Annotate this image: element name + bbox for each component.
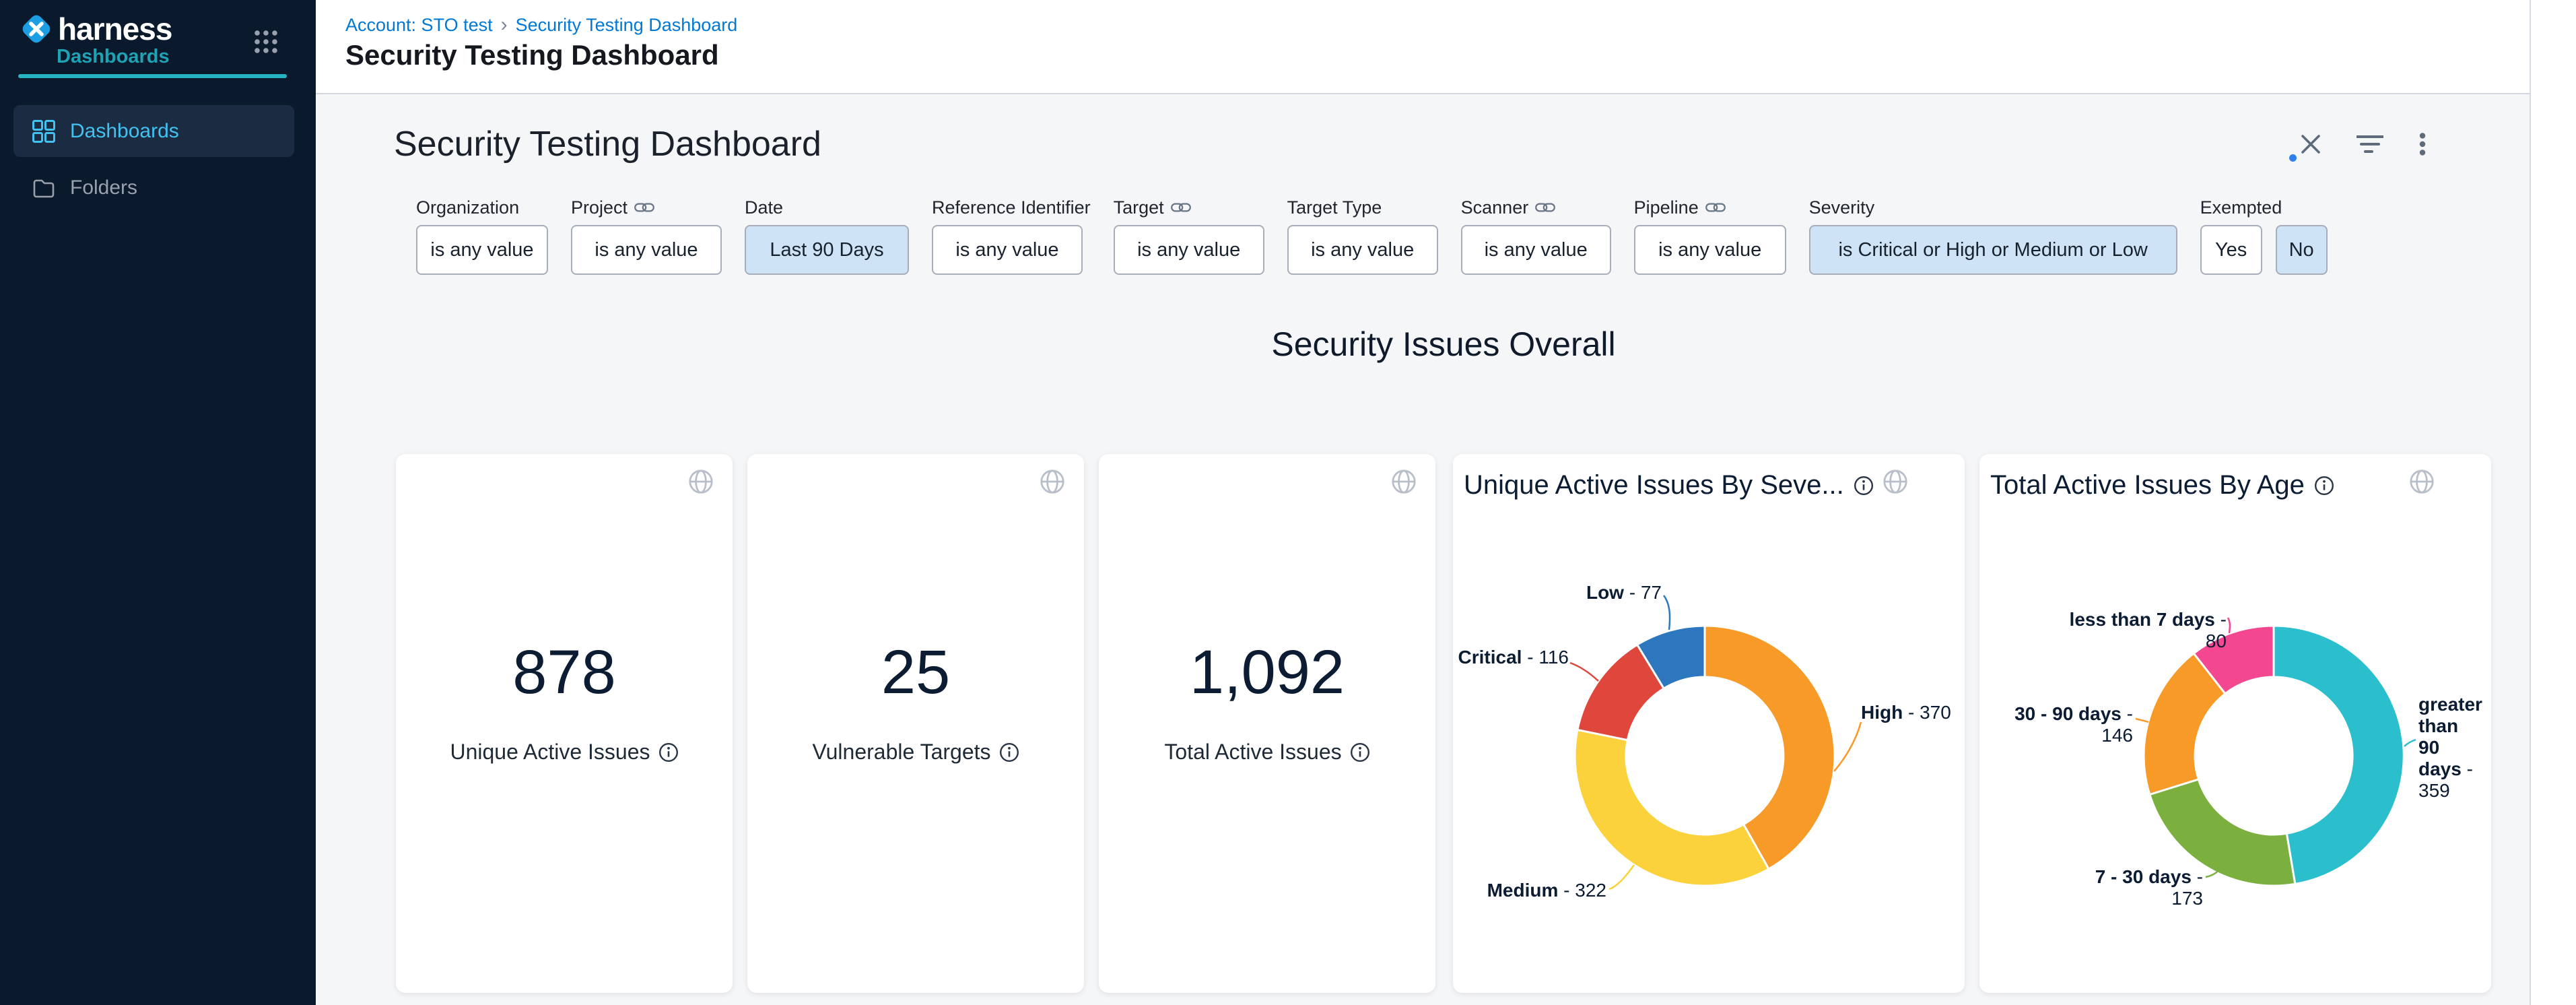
harness-logo-icon [20,13,53,45]
harness-security-dashboard: { "sidebar": { "brand": "harness", "modu… [0,0,2576,1005]
leader-line [1664,595,1670,630]
kebab-menu-icon[interactable] [2419,133,2426,156]
globe-icon[interactable] [688,469,714,494]
filter-label: Organization [416,195,548,220]
breadcrumb-account-link[interactable]: Account: STO test [345,15,493,36]
filter-label: Pipeline [1634,195,1786,220]
dashboard-panel: Security Testing Dashboard Organization i… [316,94,2530,1005]
donut-chart [1453,454,1965,993]
filter-label: Target Type [1287,195,1438,220]
filter-icon[interactable] [2357,135,2383,155]
filter-value-scanner[interactable]: is any value [1461,225,1611,275]
sidebar-item-label: Folders [70,176,137,199]
filter-organization: Organization is any value [416,195,548,275]
stat-card-vulnerable-targets: 25 Vulnerable Targets [747,454,1084,993]
donut-slice-medium[interactable] [1575,730,1769,886]
app-grid-icon[interactable] [254,30,278,54]
stat-card-unique-active-issues: 878 Unique Active Issues [396,454,733,993]
info-icon[interactable] [1350,742,1370,763]
module-label: Dashboards [57,46,170,68]
harness-logo: harness [20,11,172,47]
filter-value-organization[interactable]: is any value [416,225,548,275]
section-heading: Security Issues Overall [396,325,2491,364]
leader-line [2136,719,2148,722]
filter-value-target-type[interactable]: is any value [1287,225,1438,275]
donut-card-unique-active-issues-by-seve: Unique Active Issues By Seve... High - 3… [1453,454,1965,993]
breadcrumb-dashboard-link[interactable]: Security Testing Dashboard [516,15,738,36]
info-icon[interactable] [658,742,679,763]
filter-label: Target [1114,195,1264,220]
close-icon[interactable] [2299,133,2322,156]
donut-label-less-than-7-days: less than 7 days - 80 [2064,609,2227,652]
filter-target-type: Target Type is any value [1287,195,1438,275]
leader-line [2228,618,2230,633]
page-header: Account: STO test › Security Testing Das… [316,0,2530,94]
pointer-dot [2289,154,2297,162]
stat-label: Vulnerable Targets [747,740,1084,765]
stat-label: Total Active Issues [1099,740,1435,765]
donut-label-low: Low - 77 [1534,582,1662,604]
filter-reference-identifier: Reference Identifier is any value [932,195,1091,275]
exempted-option-yes[interactable]: Yes [2200,225,2262,275]
page-title: Security Testing Dashboard [345,39,719,71]
globe-icon[interactable] [1040,469,1065,494]
donut-label-critical: Critical - 116 [1453,647,1569,668]
filter-pipeline: Pipeline is any value [1634,195,1786,275]
filter-label: Reference Identifier [932,195,1091,220]
filter-exempted: Exempted Yes No [2200,195,2328,275]
module-accent-underline [18,74,287,78]
stat-value: 1,092 [1099,637,1435,708]
stat-value: 878 [396,637,733,708]
filter-label: Date [745,195,909,220]
filter-label: Project [571,195,722,220]
link-icon [1535,201,1555,214]
filter-value-pipeline[interactable]: is any value [1634,225,1786,275]
brand-wordmark: harness [58,11,172,47]
donut-label-greater-than-90-days: greater than 90 days - 359 [2418,694,2478,802]
dashboard-title: Security Testing Dashboard [394,124,821,164]
scrollbar-gutter[interactable] [2530,0,2576,1005]
leader-line [1570,663,1598,681]
leader-line [2404,740,2416,746]
stat-value: 25 [747,637,1084,708]
donut-slice-greater-than-90-days[interactable] [2274,626,2404,884]
donut-label-high: High - 370 [1861,702,1969,723]
folder-icon [32,176,55,199]
link-icon [634,201,654,214]
donut-label-medium: Medium - 322 [1480,880,1606,901]
filter-value-project[interactable]: is any value [571,225,722,275]
sidebar-item-folders[interactable]: Folders [13,162,294,214]
filter-scanner: Scanner is any value [1461,195,1611,275]
sidebar: harness Dashboards Dashboards Folders [0,0,316,1005]
link-icon [1171,201,1191,214]
filter-value-severity[interactable]: is Critical or High or Medium or Low [1809,225,2177,275]
filter-value-reference-identifier[interactable]: is any value [932,225,1083,275]
filter-target: Target is any value [1114,195,1264,275]
sidebar-item-label: Dashboards [70,120,179,143]
breadcrumb-separator: › [501,13,508,36]
info-icon[interactable] [999,742,1019,763]
filter-label: Exempted [2200,195,2328,220]
filter-value-date[interactable]: Last 90 Days [745,225,909,275]
filter-label: Severity [1809,195,2177,220]
sidebar-item-dashboards[interactable]: Dashboards [13,105,294,157]
globe-icon[interactable] [1391,469,1417,494]
filter-date: Date Last 90 Days [745,195,909,275]
stat-card-total-active-issues: 1,092 Total Active Issues [1099,454,1435,993]
leader-line [1834,722,1861,771]
breadcrumb: Account: STO test › Security Testing Das… [345,13,737,36]
filter-bar: Organizationis any valueProject is any v… [416,195,2328,275]
exempted-option-no[interactable]: No [2276,225,2328,275]
filter-severity: Severity is Critical or High or Medium or… [1809,195,2177,275]
donut-label-7-30-days: 7 - 30 days - 173 [2066,866,2203,909]
donut-label-30-90-days: 30 - 90 days - 146 [1981,703,2133,746]
link-icon [1705,201,1726,214]
dashboards-icon [32,120,55,143]
stat-label: Unique Active Issues [396,740,733,765]
filter-project: Project is any value [571,195,722,275]
leader-line [1609,865,1634,889]
filter-value-target[interactable]: is any value [1114,225,1264,275]
filter-label: Scanner [1461,195,1611,220]
donut-card-total-active-issues-by-age: Total Active Issues By Age greater than … [1979,454,2491,993]
